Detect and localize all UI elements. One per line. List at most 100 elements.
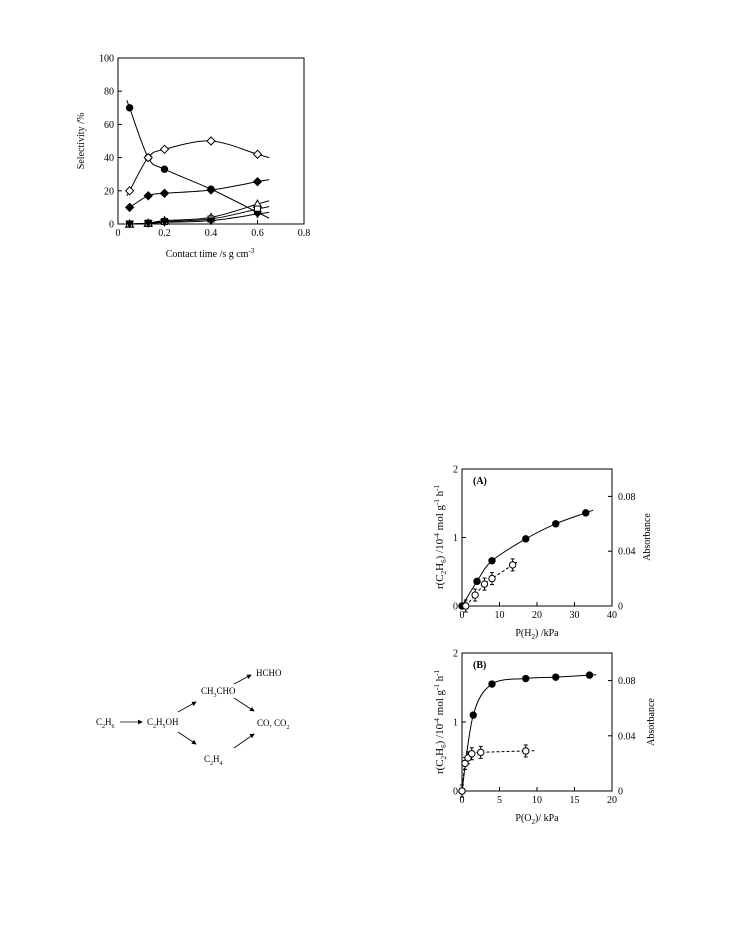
chart3-series-0-point (522, 674, 530, 683)
chart2-series-0-point (522, 535, 530, 543)
reaction-scheme: C2H6 C2H5OH CH3CHO HCHO CO, CO2 C2H4 (96, 668, 290, 767)
chart3-series-0-point (469, 711, 477, 719)
chart1-xtick-label: 0.6 (251, 228, 264, 239)
scheme-arrow-5 (233, 697, 255, 712)
chart2-ytick-label: 2 (453, 465, 458, 476)
chart3-xtick-label: 20 (607, 795, 617, 806)
scheme-arrow-4 (233, 674, 252, 685)
chart3-xtick-label: 0 (460, 795, 465, 806)
chart3-series-0-curve (461, 674, 597, 792)
chart1-series-5-point (160, 219, 169, 227)
chart2-ytick-label: 1 (453, 533, 458, 544)
chart1-series-2-point (159, 188, 170, 198)
chart1-series-2-point (206, 185, 216, 195)
chart1-series-1-curve (126, 140, 270, 197)
scheme-hcho: HCHO (256, 668, 282, 678)
chart2-xtick-label: 30 (570, 610, 580, 621)
chart3-panel-label: (B) (473, 660, 486, 671)
chart3-series-0-point (552, 673, 560, 681)
chart3-series-1-point (522, 747, 530, 755)
chart2-ytick-right-label: 0.04 (618, 547, 636, 558)
chart2-series-1-point (488, 574, 496, 583)
chart2-xtick-label: 10 (495, 610, 505, 621)
chart2-series-1-point (480, 580, 489, 588)
chart1-series-2-point (124, 202, 135, 213)
chart2-xtick-label: 40 (607, 610, 617, 621)
chart3-xlabel: P(O2)/ kPa (515, 813, 559, 826)
chart1-ytick-label: 80 (104, 87, 114, 98)
chart3-ytick-right-label: 0 (618, 787, 623, 798)
chart2-series-0-point (488, 557, 496, 565)
chart1-xlabel: Contact time /s g cm-3 (166, 247, 255, 260)
chart1-series-1-point (206, 136, 216, 146)
chart1-series-1-point (143, 152, 153, 163)
chart1-xtick-label: 0.4 (205, 228, 218, 239)
chart3-ylabel-left: r(C2H6) /10-4 mol g-1 h-1 (433, 670, 448, 775)
chart2-xtick-label: 0 (460, 610, 465, 621)
chart1-xtick-label: 0 (116, 228, 121, 239)
chart2-ylabel-left: r(C2H6) /10-4 mol g-1 h-1 (433, 485, 448, 590)
chart1-series-0-point (160, 165, 169, 173)
chart1-series-1-point (159, 144, 170, 155)
scheme-arrow-2 (177, 701, 197, 713)
selectivity-chart: 0 0.2 0.4 0.6 0.8 0 20 40 60 80 100 Selectivity /%… (76, 54, 310, 261)
chart2-ytick-label: 0 (453, 602, 458, 613)
chart2-series-0-curve (461, 509, 594, 607)
chart1-series-1-point (124, 186, 135, 196)
chart1-series-2-point (143, 191, 153, 201)
chart2-series-0-point (552, 520, 560, 528)
chart1-series-0-point (125, 104, 134, 112)
chart1-series-5-point (143, 220, 153, 229)
chart3-xtick-label: 5 (497, 795, 502, 806)
chart1-series-5-point (253, 210, 262, 219)
chart1-xtick-label: 0.8 (298, 228, 311, 239)
chart3-series-1-point (477, 748, 485, 757)
chart2-xtick-label: 20 (532, 610, 542, 621)
chart1-series-1-point (252, 149, 263, 159)
chart2-ytick-right-label: 0.08 (618, 492, 636, 503)
chart2-panel-label: (A) (473, 476, 487, 487)
scheme-ch3cho: CH3CHO (201, 686, 236, 699)
chart1-series-5-point (125, 220, 134, 229)
scheme-c2h5oh: C2H5OH (147, 717, 179, 730)
chart2-series-0-point (582, 509, 590, 517)
scheme-c2h6: C2H6 (96, 717, 115, 730)
chart3-series-1-point (458, 787, 466, 795)
chart3-ytick-label: 2 (453, 649, 458, 660)
chart2-ylabel-right: Absorbance (642, 513, 653, 561)
scheme-arrow-6 (233, 733, 255, 749)
chart2-series-1-point (508, 561, 517, 569)
chart1-ytick-label: 20 (104, 186, 114, 197)
chart1-series-2-point (252, 176, 263, 187)
chart3-ytick-label: 0 (453, 787, 458, 798)
chart2-series-1-curve (465, 561, 519, 607)
scheme-c2h4: C2H4 (204, 754, 223, 767)
chart1-ytick-label: 60 (104, 120, 114, 131)
chart3-ytick-right-label: 0.08 (618, 676, 636, 687)
chart3-series-0-point (488, 680, 496, 688)
chart3-ylabel-right: Absorbance (646, 698, 657, 746)
chart3-ytick-right-label: 0.04 (618, 731, 636, 742)
chart1-series-5-point (206, 217, 216, 226)
chart3-series-1-point (468, 750, 476, 758)
chart3-series-0-point (585, 671, 594, 679)
chart2-series-0-point (473, 577, 481, 586)
chart3-ytick-label: 1 (453, 718, 458, 729)
chart1-ytick-label: 100 (99, 54, 114, 65)
chart2-series-1-point (462, 602, 470, 610)
chart1-xtick-label: 0.2 (158, 228, 171, 239)
chart3-series-1-point (461, 759, 469, 768)
chart3-xtick-label: 10 (532, 795, 542, 806)
chart2-series-1-point (471, 591, 479, 599)
chart1-ytick-label: 0 (109, 220, 114, 231)
chart3-xtick-label: 15 (570, 795, 580, 806)
chart2-ytick-right-label: 0 (618, 602, 623, 613)
chart1-ylabel: Selectivity /% (76, 113, 87, 169)
chart1-ytick-label: 40 (104, 153, 114, 164)
chart2-xlabel: P(H2) /kPa (515, 628, 559, 641)
scheme-cox: CO, CO2 (257, 718, 290, 731)
scheme-arrow-3 (177, 731, 197, 745)
